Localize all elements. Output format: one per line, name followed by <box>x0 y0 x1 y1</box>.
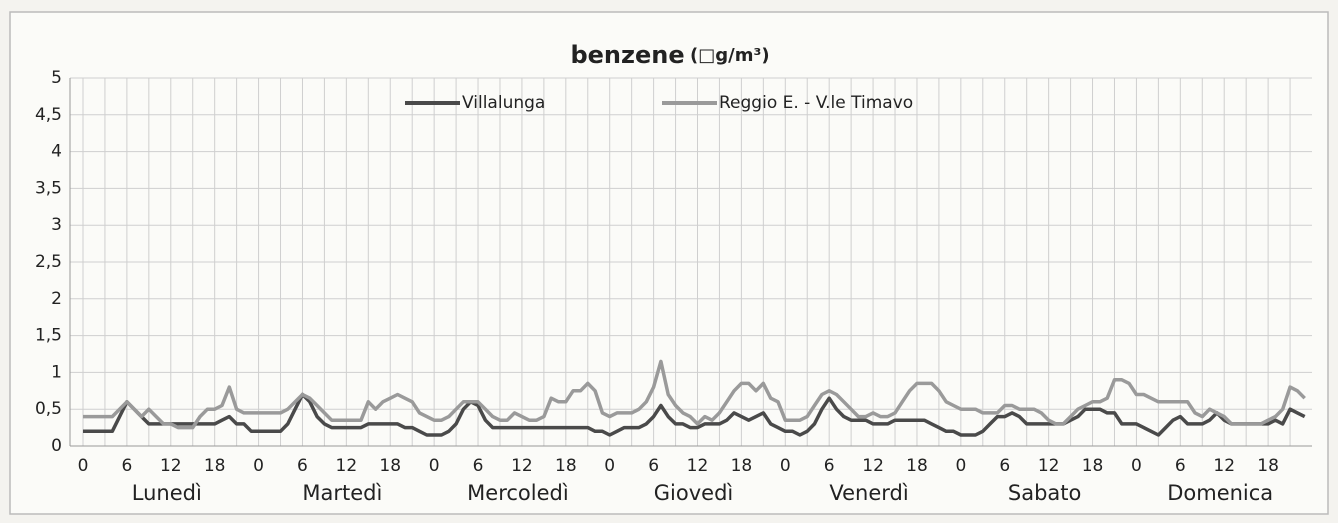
x-tick-label: 18 <box>906 456 928 476</box>
series-line <box>83 392 1306 437</box>
y-tick-label: 0,5 <box>35 399 62 419</box>
y-tick-label: 3,5 <box>35 178 62 198</box>
day-label: Giovedì <box>654 481 733 505</box>
day-label: Domenica <box>1167 481 1273 505</box>
y-tick-label: 4 <box>51 142 62 162</box>
x-tick-label: 0 <box>429 456 440 476</box>
x-tick-label: 6 <box>824 456 835 476</box>
x-tick-label: 12 <box>1213 456 1235 476</box>
y-tick-label: 2,5 <box>35 252 62 272</box>
x-tick-label: 0 <box>1131 456 1142 476</box>
x-tick-label: 6 <box>999 456 1010 476</box>
x-tick-label: 18 <box>204 456 226 476</box>
title-unit: (□g/m³) <box>690 45 770 66</box>
day-label: Lunedì <box>132 481 202 505</box>
day-label: Martedì <box>302 481 382 505</box>
x-tick-label: 0 <box>78 456 89 476</box>
legend-label: Villalunga <box>462 93 545 113</box>
x-tick-label: 12 <box>862 456 884 476</box>
x-tick-label: 6 <box>473 456 484 476</box>
series-line <box>83 359 1306 430</box>
x-tick-label: 6 <box>648 456 659 476</box>
title-text: benzene <box>570 41 684 69</box>
day-label: Sabato <box>1008 481 1081 505</box>
y-tick-label: 1 <box>51 362 62 382</box>
x-tick-label: 18 <box>1257 456 1279 476</box>
x-tick-label: 6 <box>1175 456 1186 476</box>
x-tick-label: 12 <box>687 456 709 476</box>
y-tick-label: 2 <box>51 289 62 309</box>
x-tick-label: 12 <box>511 456 533 476</box>
chart-frame <box>9 11 1329 515</box>
legend-label: Reggio E. - V.le Timavo <box>719 93 913 113</box>
x-tick-label: 18 <box>555 456 577 476</box>
y-tick-label: 3 <box>51 215 62 235</box>
x-tick-label: 0 <box>253 456 264 476</box>
chart-title: benzene (□g/m³) <box>570 41 769 69</box>
x-tick-label: 0 <box>780 456 791 476</box>
x-tick-label: 12 <box>160 456 182 476</box>
x-tick-label: 18 <box>379 456 401 476</box>
x-tick-label: 6 <box>297 456 308 476</box>
y-tick-label: 5 <box>51 68 62 88</box>
x-tick-label: 18 <box>731 456 753 476</box>
x-tick-label: 12 <box>336 456 358 476</box>
y-tick-label: 0 <box>51 436 62 456</box>
y-tick-label: 4,5 <box>35 105 62 125</box>
x-tick-label: 0 <box>955 456 966 476</box>
x-tick-label: 12 <box>1038 456 1060 476</box>
day-label: Venerdì <box>829 481 908 505</box>
x-tick-label: 18 <box>1082 456 1104 476</box>
day-label: Mercoledì <box>467 481 569 505</box>
x-tick-label: 0 <box>604 456 615 476</box>
y-tick-label: 1,5 <box>35 326 62 346</box>
x-tick-label: 6 <box>121 456 132 476</box>
